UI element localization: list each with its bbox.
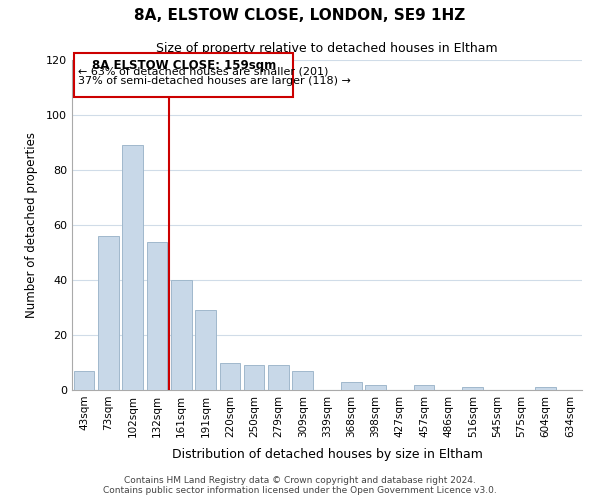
- Text: ← 63% of detached houses are smaller (201): ← 63% of detached houses are smaller (20…: [78, 66, 328, 76]
- Bar: [463, 387, 483, 390]
- Bar: [171, 280, 191, 390]
- Bar: [341, 382, 362, 390]
- X-axis label: Distribution of detached houses by size in Eltham: Distribution of detached houses by size …: [172, 448, 482, 461]
- Text: Contains HM Land Registry data © Crown copyright and database right 2024.
Contai: Contains HM Land Registry data © Crown c…: [103, 476, 497, 495]
- Bar: [98, 236, 119, 390]
- Bar: [146, 242, 167, 390]
- FancyBboxPatch shape: [74, 53, 293, 97]
- Bar: [365, 384, 386, 390]
- Text: 8A, ELSTOW CLOSE, LONDON, SE9 1HZ: 8A, ELSTOW CLOSE, LONDON, SE9 1HZ: [134, 8, 466, 22]
- Bar: [122, 145, 143, 390]
- Bar: [220, 362, 240, 390]
- Title: Size of property relative to detached houses in Eltham: Size of property relative to detached ho…: [156, 42, 498, 54]
- Y-axis label: Number of detached properties: Number of detached properties: [25, 132, 38, 318]
- Text: 8A ELSTOW CLOSE: 159sqm: 8A ELSTOW CLOSE: 159sqm: [92, 58, 276, 71]
- Bar: [74, 371, 94, 390]
- Bar: [268, 365, 289, 390]
- Bar: [535, 387, 556, 390]
- Text: 37% of semi-detached houses are larger (118) →: 37% of semi-detached houses are larger (…: [78, 76, 351, 86]
- Bar: [244, 365, 265, 390]
- Bar: [292, 371, 313, 390]
- Bar: [414, 384, 434, 390]
- Bar: [195, 310, 216, 390]
